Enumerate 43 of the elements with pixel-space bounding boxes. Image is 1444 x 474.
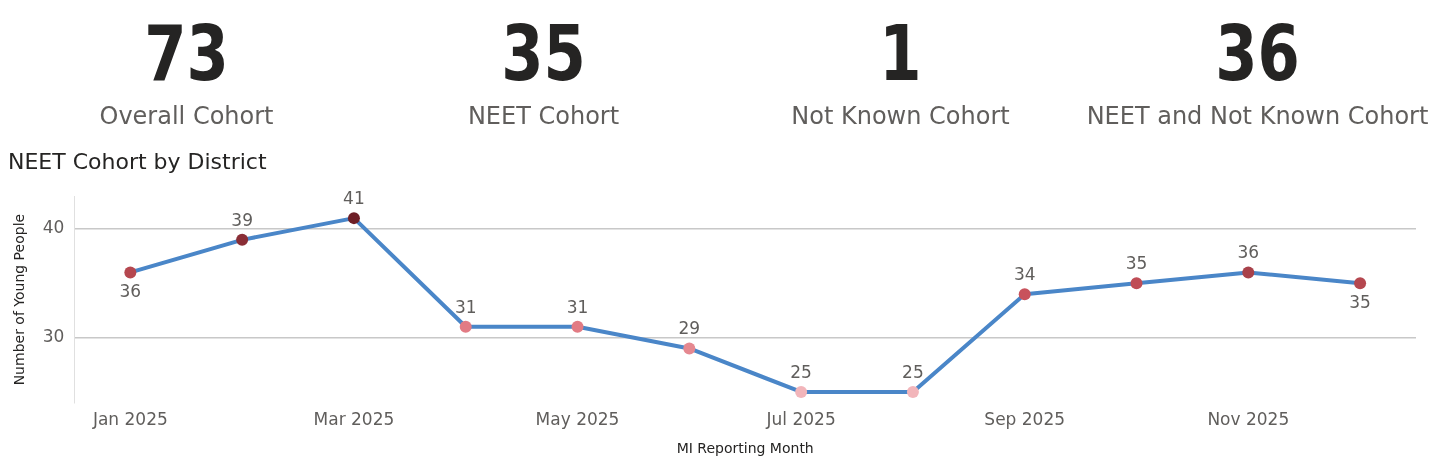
category-label: NEET and Not Known Cohort (1085, 101, 1430, 132)
point (459, 320, 472, 333)
point (1242, 266, 1255, 279)
data-label: 31 (566, 296, 589, 317)
data-label: 41 (343, 188, 365, 209)
category-label: Not Known Cohort (790, 101, 1011, 132)
data-label: 31 (454, 296, 477, 317)
x-tick-label: Sep 2025 (984, 409, 1066, 430)
chart-title: NEET Cohort by District (8, 148, 267, 174)
data-label: 35 (1349, 292, 1371, 313)
point (236, 233, 249, 246)
x-tick-label: Jan 2025 (91, 409, 168, 430)
point (571, 320, 584, 333)
data-label: 29 (678, 318, 701, 339)
category-label: NEET Cohort (466, 101, 621, 132)
data-label: 36 (119, 281, 142, 302)
data-label: 36 (1237, 242, 1260, 263)
point (1130, 277, 1143, 290)
y-tick-label: 40 (42, 217, 65, 238)
x-tick-label: Jul 2025 (765, 409, 836, 430)
x-tick-label: May 2025 (535, 409, 620, 430)
point (124, 266, 137, 279)
point (795, 385, 808, 398)
data-label: 25 (790, 361, 812, 382)
point (1018, 288, 1031, 301)
data-label: 36 (1214, 8, 1301, 100)
data-label: 73 (143, 8, 230, 100)
point (906, 385, 919, 398)
point (347, 212, 360, 225)
point (683, 342, 696, 355)
x-tick-label: Mar 2025 (313, 409, 395, 430)
y-axis-title: Number of Young People (11, 213, 28, 386)
data-label: 34 (1013, 264, 1036, 285)
data-label: 35 (500, 8, 587, 100)
data-label: 35 (1125, 253, 1148, 274)
category-label: Overall Cohort (98, 101, 275, 132)
x-tick-label: Nov 2025 (1207, 409, 1290, 430)
point (1354, 277, 1367, 290)
data-label: 1 (878, 8, 923, 100)
data-label: 39 (231, 209, 253, 230)
x-axis-title: MI Reporting Month (676, 440, 814, 457)
y-tick-label: 30 (42, 326, 65, 347)
data-label: 25 (902, 361, 924, 382)
